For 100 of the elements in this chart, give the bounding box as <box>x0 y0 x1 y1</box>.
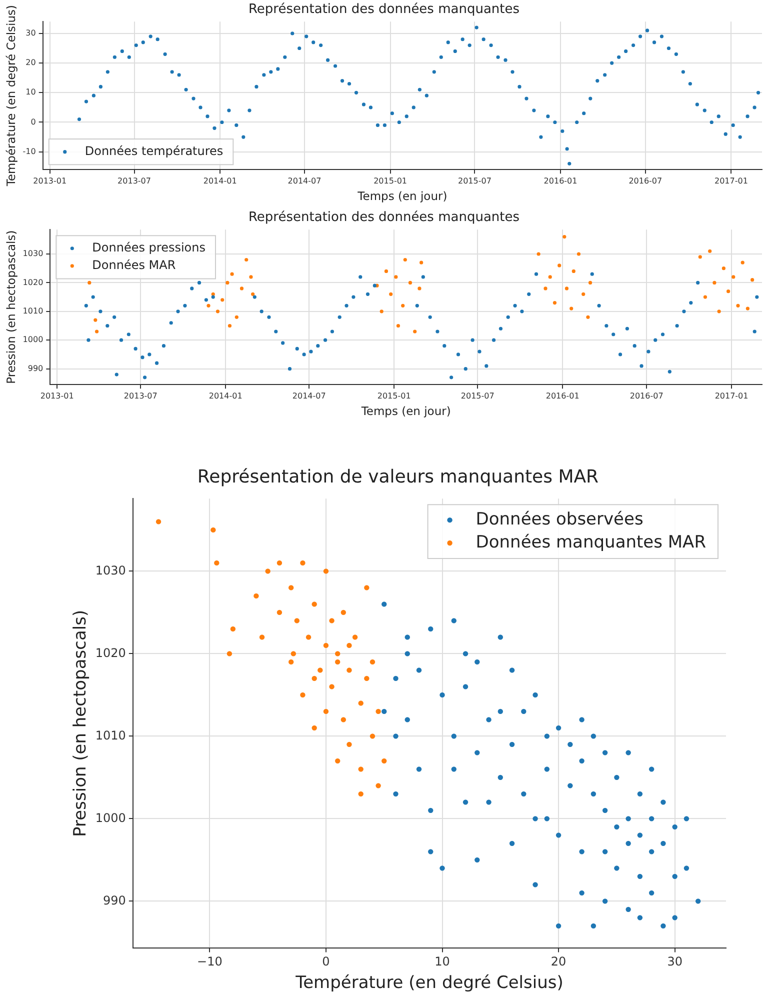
legend-label: Données températures <box>84 144 224 158</box>
point <box>230 272 234 276</box>
y-tick-label: 20 <box>26 58 36 68</box>
x-axis-title: Temps (en jour) <box>360 404 451 418</box>
x-tick-label: −10 <box>197 954 222 969</box>
point <box>288 585 294 590</box>
point <box>382 758 387 764</box>
point <box>244 258 248 262</box>
point <box>536 252 540 256</box>
point <box>323 708 329 714</box>
x-tick-label: 2015-07 <box>458 176 492 186</box>
point <box>750 278 754 282</box>
x-tick-label: 0 <box>322 954 330 969</box>
point <box>340 610 346 616</box>
point <box>329 618 334 624</box>
point <box>394 275 398 279</box>
point <box>294 618 300 624</box>
chart-title: Représentation des données manquantes <box>248 210 520 226</box>
x-tick-label: 2013-01 <box>40 391 74 400</box>
point <box>413 330 417 334</box>
point <box>358 766 364 772</box>
point <box>335 758 340 764</box>
point <box>214 560 220 566</box>
point <box>548 275 552 279</box>
legend-label: Données MAR <box>92 258 176 272</box>
x-tick-label: 2015-01 <box>374 176 408 186</box>
y-tick-label: 10 <box>26 88 36 97</box>
point <box>240 286 244 290</box>
y-tick-label: 1030 <box>22 249 44 258</box>
point <box>564 286 569 290</box>
x-axis-title: Température (en degré Celsius) <box>294 973 564 994</box>
x-tick-label: 2017-01 <box>714 176 748 186</box>
chart-title: Représentation de valeurs manquantes MAR <box>197 466 599 488</box>
point <box>717 310 721 314</box>
point <box>234 315 238 319</box>
point <box>335 651 340 656</box>
point <box>732 275 736 279</box>
point <box>544 286 548 290</box>
point <box>364 676 370 682</box>
point <box>340 717 346 722</box>
y-axis-title: Pression (en hectopascals) <box>70 610 91 837</box>
point <box>420 260 424 264</box>
point <box>312 725 317 731</box>
legend-label: Données pressions <box>92 240 206 254</box>
point <box>588 280 592 284</box>
point <box>389 292 393 296</box>
y-tick-label: 1000 <box>95 810 126 825</box>
y-tick-label: 1010 <box>22 306 44 316</box>
point <box>552 300 557 305</box>
legend-label: Données manquantes MAR <box>476 532 706 552</box>
point <box>249 275 253 279</box>
x-axis-title: Temps (en jour) <box>356 189 448 204</box>
point <box>746 306 750 310</box>
point <box>94 318 98 322</box>
y-tick-label: 30 <box>26 28 36 38</box>
point <box>346 742 352 748</box>
point <box>364 585 370 590</box>
point <box>312 602 317 607</box>
y-tick-label: 1030 <box>95 563 126 578</box>
point <box>300 560 306 566</box>
point <box>230 626 236 632</box>
x-tick-label: 2016-07 <box>630 391 664 400</box>
point <box>94 330 99 334</box>
legend-label: Données observées <box>476 509 644 530</box>
point <box>698 255 702 259</box>
point <box>736 304 740 308</box>
x-tick-label: 2016-07 <box>628 176 662 186</box>
point <box>726 290 730 294</box>
point <box>210 527 216 533</box>
point <box>220 298 224 302</box>
point <box>408 280 412 284</box>
point <box>358 791 364 797</box>
point <box>370 659 376 665</box>
point <box>226 280 230 284</box>
y-axis-title: Pression (en hectopascals) <box>4 230 18 384</box>
point <box>570 306 574 310</box>
point <box>586 315 590 319</box>
point <box>352 634 358 640</box>
point <box>712 280 716 284</box>
point <box>396 324 400 328</box>
y-tick-label: 0 <box>30 117 36 126</box>
y-axis-title: Température (en degré Celsius) <box>4 5 18 188</box>
point <box>276 610 282 616</box>
point <box>708 249 712 253</box>
x-tick-label: 2016-01 <box>544 176 578 186</box>
x-tick-label: 2013-07 <box>118 176 151 186</box>
y-tick-label: 990 <box>28 364 44 373</box>
point <box>312 676 317 682</box>
point <box>582 292 586 296</box>
x-tick-label: 2014-07 <box>288 176 322 186</box>
point <box>358 700 364 706</box>
point <box>722 266 726 270</box>
point <box>384 269 388 274</box>
point <box>323 642 329 648</box>
point <box>265 568 270 574</box>
point <box>376 708 381 714</box>
x-tick-label: 2013-01 <box>33 176 67 186</box>
point <box>306 634 312 640</box>
chart-title: Représentation des données manquantes <box>248 2 520 18</box>
y-tick-label: 1020 <box>95 646 126 660</box>
